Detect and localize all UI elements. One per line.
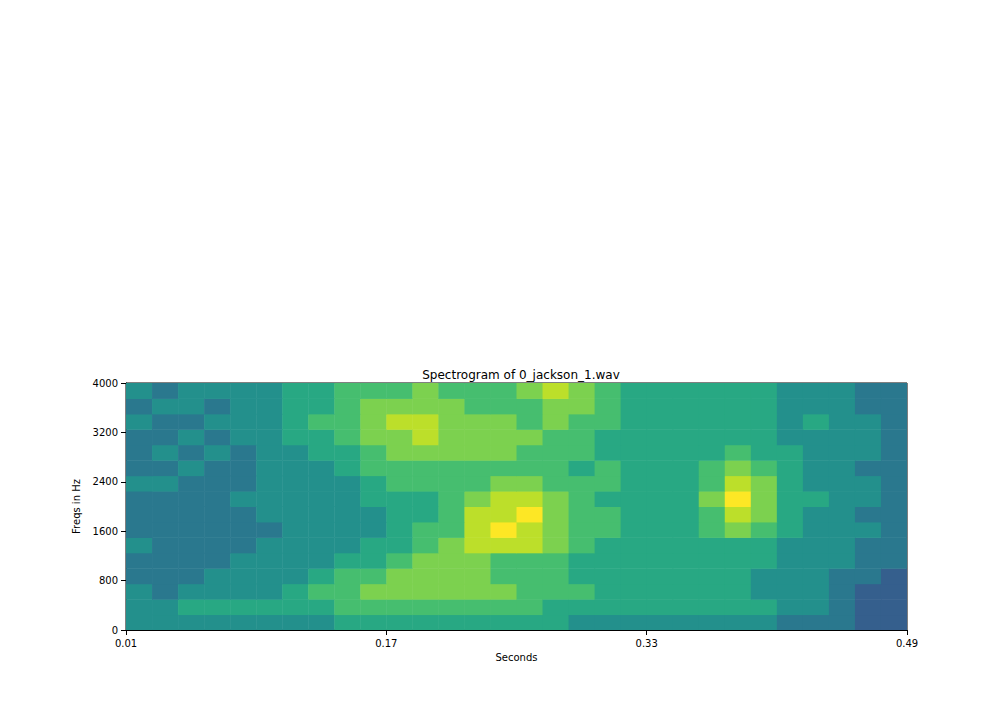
svg-text:Spectrogram of 0_jackson_1.wav: Spectrogram of 0_jackson_1.wav: [422, 368, 620, 382]
svg-text:3200: 3200: [93, 427, 118, 438]
svg-text:1600: 1600: [93, 526, 118, 537]
svg-text:0: 0: [112, 625, 118, 636]
svg-text:4000: 4000: [93, 378, 118, 389]
svg-text:Freqs in Hz: Freqs in Hz: [71, 479, 82, 534]
svg-text:0.33: 0.33: [636, 638, 658, 649]
svg-text:2400: 2400: [93, 476, 118, 487]
svg-text:Seconds: Seconds: [495, 652, 537, 663]
svg-text:0.49: 0.49: [896, 638, 918, 649]
svg-text:0.17: 0.17: [375, 638, 397, 649]
svg-text:800: 800: [99, 575, 118, 586]
svg-text:0.01: 0.01: [115, 638, 137, 649]
